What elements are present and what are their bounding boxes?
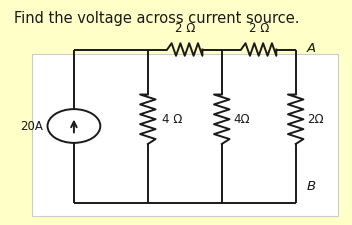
Text: 4Ω: 4Ω: [233, 113, 250, 126]
Text: 2Ω: 2Ω: [307, 113, 323, 126]
Text: 20A: 20A: [20, 119, 43, 133]
Text: 2 Ω: 2 Ω: [175, 22, 195, 35]
Text: B: B: [307, 180, 316, 193]
FancyBboxPatch shape: [32, 54, 338, 216]
Text: 2 Ω: 2 Ω: [249, 22, 269, 35]
Text: A: A: [307, 42, 316, 55]
Text: 4 Ω: 4 Ω: [162, 113, 182, 126]
Text: Find the voltage across current source.: Find the voltage across current source.: [14, 11, 300, 25]
